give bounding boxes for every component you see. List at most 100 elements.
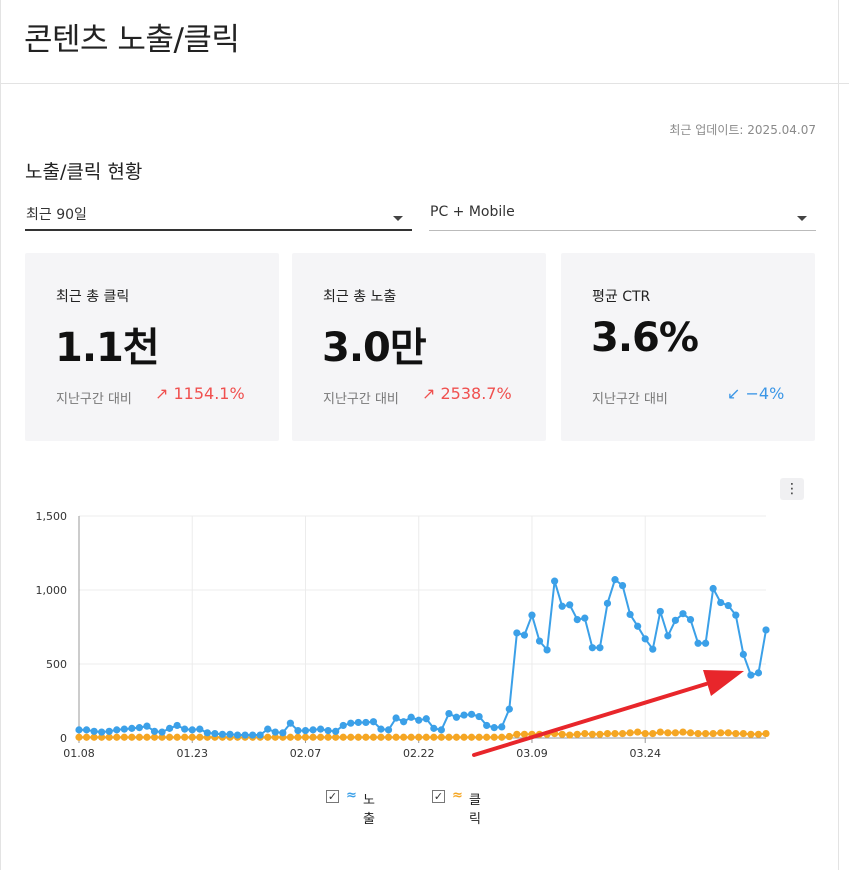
device-select[interactable]: PC + Mobile: [429, 202, 816, 231]
data-point-impressions: [686, 616, 695, 624]
right-border: [838, 0, 839, 870]
data-point-clicks: [354, 733, 362, 741]
y-tick-label: 500: [46, 658, 67, 671]
period-select-value: 최근 90일: [26, 207, 87, 223]
data-point-clicks: [649, 729, 657, 738]
data-point-impressions: [75, 726, 83, 734]
total-impressions-card: 최근 총 노출 3.0만 지난구간 대비 ↗ 2538.7%: [292, 253, 546, 441]
data-point-clicks: [301, 733, 310, 741]
data-point-impressions: [490, 724, 498, 732]
data-point-clicks: [505, 732, 513, 741]
data-point-impressions: [90, 727, 98, 735]
data-point-impressions: [271, 728, 279, 736]
card-label: 최근 총 클릭: [56, 289, 130, 305]
data-point-clicks: [347, 733, 355, 741]
legend-checkbox-impressions[interactable]: ✓: [326, 790, 339, 803]
x-tick-label: 03.24: [629, 747, 661, 760]
data-point-impressions: [120, 725, 128, 733]
data-point-impressions: [528, 611, 536, 619]
data-point-impressions: [739, 650, 747, 658]
data-point-clicks: [724, 729, 732, 737]
data-point-clicks: [671, 729, 680, 737]
card-compare-label: 지난구간 대비: [56, 392, 132, 407]
data-point-clicks: [165, 733, 174, 741]
annotation-arrow-shaft: [472, 682, 708, 757]
caret-down-icon: [393, 216, 403, 221]
data-point-impressions: [460, 711, 468, 719]
left-border: [0, 0, 1, 870]
data-point-clicks: [392, 733, 400, 741]
data-point-impressions: [105, 727, 113, 735]
data-point-impressions: [694, 639, 702, 647]
data-point-impressions: [603, 599, 612, 607]
data-point-impressions: [392, 714, 400, 722]
data-point-clicks: [309, 733, 317, 741]
data-point-impressions: [747, 671, 755, 679]
series-line-impressions: [79, 578, 767, 736]
data-point-clicks: [384, 733, 393, 741]
data-point-impressions: [588, 644, 596, 652]
data-point-impressions: [467, 710, 476, 718]
data-point-clicks: [490, 733, 498, 741]
data-point-clicks: [105, 733, 113, 741]
data-point-impressions: [618, 581, 627, 590]
data-point-impressions: [732, 611, 740, 619]
data-point-impressions: [188, 726, 196, 734]
data-point-impressions: [452, 713, 461, 721]
data-point-clicks: [430, 733, 438, 741]
data-point-impressions: [407, 713, 415, 721]
data-point-clicks: [445, 733, 453, 741]
chart-grid: [78, 515, 766, 739]
data-point-clicks: [143, 733, 151, 741]
data-point-clicks: [603, 729, 612, 738]
data-point-clicks: [437, 733, 445, 741]
data-point-clicks: [150, 733, 159, 741]
y-tick-label: 0: [60, 732, 67, 745]
data-point-impressions: [362, 718, 370, 727]
data-point-impressions: [324, 727, 332, 735]
x-tick-label: 03.09: [516, 747, 548, 760]
data-point-impressions: [173, 721, 181, 730]
data-point-impressions: [671, 616, 680, 624]
data-point-impressions: [498, 723, 506, 731]
data-point-clicks: [264, 733, 272, 741]
data-point-clicks: [566, 731, 574, 739]
data-point-clicks: [196, 733, 204, 741]
legend-checkbox-clicks[interactable]: ✓: [432, 790, 445, 803]
line-symbol-icon: ≈: [452, 788, 463, 803]
data-point-impressions: [717, 598, 725, 607]
caret-down-icon: [797, 216, 807, 221]
data-point-clicks: [120, 733, 128, 741]
data-point-impressions: [437, 726, 445, 734]
chart-menu-button[interactable]: ⋮: [780, 478, 804, 500]
device-select-value: PC + Mobile: [430, 204, 515, 220]
last-update-text: 최근 업데이트: 2025.04.07: [669, 123, 816, 137]
data-point-impressions: [203, 729, 211, 737]
data-point-clicks: [709, 729, 717, 738]
data-point-clicks: [520, 730, 529, 738]
data-point-clicks: [483, 733, 491, 741]
more-vertical-icon: ⋮: [785, 481, 799, 497]
data-point-clicks: [596, 730, 604, 738]
data-point-impressions: [143, 722, 151, 730]
data-point-impressions: [256, 731, 264, 739]
data-point-impressions: [573, 616, 581, 624]
data-point-clicks: [415, 733, 423, 741]
period-select[interactable]: 최근 90일: [25, 202, 412, 231]
card-delta: ↗ 1154.1%: [155, 384, 245, 403]
data-point-clicks: [271, 733, 279, 741]
data-point-clicks: [702, 729, 710, 738]
data-point-impressions: [309, 726, 317, 734]
data-point-clicks: [332, 733, 340, 741]
chart-annotation: [472, 670, 744, 757]
data-point-clicks: [377, 733, 385, 741]
page-title: 콘텐츠 노출/클릭: [24, 22, 240, 58]
data-point-impressions: [316, 725, 325, 733]
data-point-clicks: [558, 730, 566, 738]
data-point-clicks: [362, 733, 370, 741]
card-value: 3.6%: [591, 315, 699, 361]
data-point-impressions: [634, 622, 642, 630]
data-point-impressions: [369, 718, 378, 726]
data-point-clicks: [113, 733, 121, 741]
data-point-clicks: [717, 729, 725, 737]
